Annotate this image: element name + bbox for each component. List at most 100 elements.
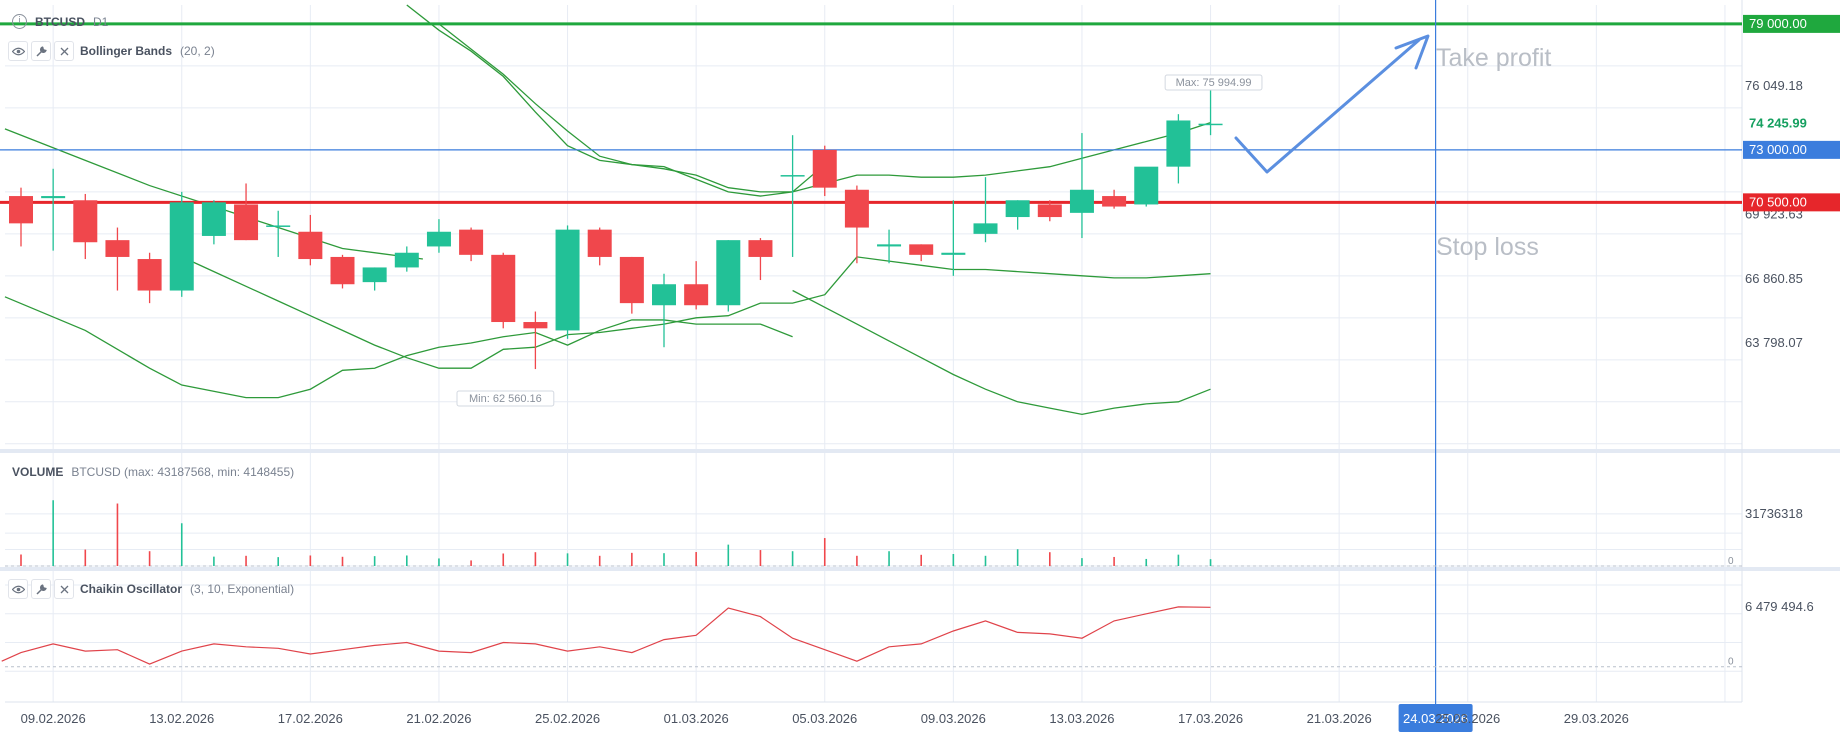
volume-tick-label: 31736318 — [1745, 506, 1803, 521]
candle-body — [330, 256, 355, 285]
bollinger-params: (20, 2) — [180, 44, 215, 58]
level-tag — [1743, 193, 1840, 212]
candle-body — [780, 175, 805, 177]
pane-separator — [0, 567, 1840, 571]
wrench-icon[interactable] — [31, 41, 51, 61]
date-tick-label: 21.02.2026 — [406, 711, 471, 726]
level-tag-label: 79 000.00 — [1749, 16, 1807, 31]
candle-body — [426, 231, 451, 247]
candle-body — [523, 322, 548, 329]
candle-body — [652, 284, 676, 306]
projection-arrow — [1234, 38, 1421, 174]
chaikin-name: Chaikin Oscillator — [80, 582, 183, 596]
level-tag — [1743, 140, 1840, 159]
date-tick-label: 17.02.2026 — [278, 711, 343, 726]
candle-body — [877, 244, 902, 247]
chaikin-line — [1, 606, 1211, 665]
stop-loss-label: Stop loss — [1436, 233, 1539, 261]
candle-body — [169, 202, 194, 291]
date-tick-label: 05.03.2026 — [792, 711, 857, 726]
bollinger-lower-line — [4, 296, 793, 399]
chaikin-tick-label: 6 479 494.6 — [1745, 599, 1814, 614]
info-icon[interactable]: i — [12, 14, 27, 29]
volume-name: VOLUME — [12, 465, 64, 479]
candle-body — [941, 252, 966, 255]
wrench-icon[interactable] — [31, 579, 51, 599]
candle-body — [1166, 120, 1191, 167]
min-label-box — [456, 390, 555, 407]
volume-params: BTCUSD (max: 43187568, min: 4148455) — [71, 465, 295, 479]
candle-body — [844, 189, 869, 228]
candle-body — [973, 223, 998, 234]
date-tick-label: 21.03.2026 — [1307, 711, 1372, 726]
crosshair-date-tag — [1398, 704, 1473, 732]
candle-body — [105, 240, 130, 257]
candle-body — [9, 196, 33, 224]
symbol-header: i BTCUSD D1 — [12, 14, 108, 29]
candle-body — [716, 240, 741, 306]
crosshair-date-label: 24.03.2026 — [1403, 711, 1468, 726]
candle-body — [909, 244, 934, 255]
candle-body — [491, 254, 516, 323]
chaikin-header: Chaikin Oscillator (3, 10, Exponential) — [8, 579, 294, 599]
candle-body — [201, 202, 226, 236]
last-price-label: 74 245.99 — [1749, 116, 1807, 131]
take-profit-label: Take profit — [1436, 44, 1551, 72]
price-tick-label: 66 860.85 — [1745, 271, 1803, 286]
candle-body — [266, 225, 291, 227]
price-tick-label: 76 049.18 — [1745, 78, 1803, 93]
symbol-name: BTCUSD — [35, 14, 85, 29]
bollinger-header: Bollinger Bands (20, 2) — [8, 41, 215, 61]
date-tick-label: 25.03.2026 — [1435, 711, 1500, 726]
candle-body — [394, 252, 419, 268]
date-tick-label: 09.03.2026 — [921, 711, 986, 726]
max-label-box — [1164, 74, 1263, 91]
candle-body — [1069, 189, 1094, 213]
timeframe-label: D1 — [93, 14, 109, 29]
bollinger-lower-line — [792, 289, 1211, 416]
candle-body — [619, 256, 644, 304]
eye-icon[interactable] — [8, 41, 28, 61]
date-tick-label: 29.03.2026 — [1564, 711, 1629, 726]
volume-header: VOLUME BTCUSD (max: 43187568, min: 41484… — [12, 465, 294, 479]
max-label: Max: 75 994.99 — [1176, 77, 1252, 89]
date-tick-label: 09.02.2026 — [21, 711, 86, 726]
candle-body — [298, 231, 323, 260]
level-tag-label: 73 000.00 — [1749, 142, 1807, 157]
level-tag-label: 70 500.00 — [1749, 194, 1807, 209]
date-tick-label: 13.02.2026 — [149, 711, 214, 726]
candle-body — [1102, 196, 1127, 207]
candle-body — [73, 200, 98, 243]
price-tick-label: 63 798.07 — [1745, 335, 1803, 350]
candle-body — [137, 259, 162, 291]
candle-body — [1198, 123, 1223, 126]
date-tick-label: 17.03.2026 — [1178, 711, 1243, 726]
level-tag — [1743, 14, 1840, 33]
candle-body — [1134, 166, 1159, 205]
bollinger-name: Bollinger Bands — [80, 44, 173, 58]
volume-zero-label: 0 — [1728, 556, 1734, 567]
candle-body — [362, 267, 387, 283]
arrow-head — [1394, 34, 1430, 70]
date-tick-label: 01.03.2026 — [664, 711, 729, 726]
candle-body — [812, 149, 837, 188]
candle-body — [684, 284, 709, 306]
candle-body — [1037, 204, 1062, 218]
chaikin-params: (3, 10, Exponential) — [190, 582, 295, 596]
eye-icon[interactable] — [8, 579, 28, 599]
min-label: Min: 62 560.16 — [469, 393, 542, 405]
date-tick-label: 13.03.2026 — [1049, 711, 1114, 726]
close-icon[interactable] — [54, 41, 74, 61]
close-icon[interactable] — [54, 579, 74, 599]
candle-body — [748, 240, 773, 257]
candle-body — [234, 204, 259, 241]
candle-body — [41, 196, 66, 199]
candle-body — [1005, 200, 1030, 218]
candle-body — [555, 229, 580, 331]
pane-separator — [0, 449, 1840, 453]
bollinger-middle-line — [181, 256, 1211, 369]
chaikin-zero-label: 0 — [1728, 657, 1734, 668]
candle-body — [459, 229, 484, 255]
date-tick-label: 25.02.2026 — [535, 711, 600, 726]
